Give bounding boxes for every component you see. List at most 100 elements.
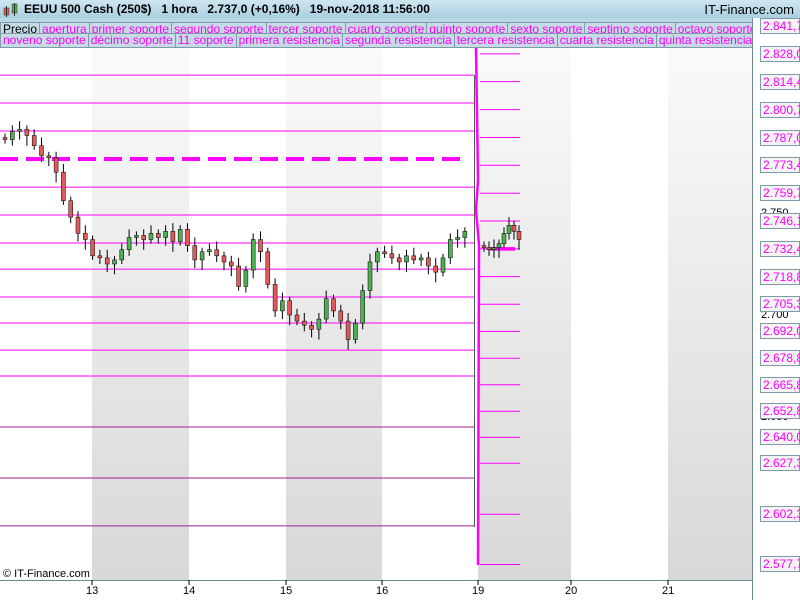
candle-body	[17, 129, 22, 132]
level-price-label: 2.640,0	[760, 429, 800, 446]
candle-body	[491, 247, 497, 250]
legend-item[interactable]: noveno soporte	[0, 33, 89, 48]
level-price-label: 2.705,3	[760, 296, 800, 313]
legend-item[interactable]: 11 soporte	[174, 33, 237, 48]
candle-body	[156, 233, 161, 238]
candle-body	[119, 249, 125, 261]
candle-body	[272, 284, 278, 312]
level-price-label: 2.577,7	[760, 556, 800, 573]
candle-body	[294, 314, 300, 322]
legend-item[interactable]: Precio	[0, 22, 41, 33]
candle-body	[316, 318, 322, 330]
legend-item[interactable]: septimo soporte	[584, 22, 676, 33]
candle-body	[10, 131, 15, 140]
candle-body	[68, 200, 73, 218]
candle-body	[97, 255, 103, 259]
candle-body	[353, 322, 358, 340]
candle-body	[338, 310, 344, 322]
candle-body	[134, 235, 139, 238]
candle-body	[148, 233, 154, 240]
legend-item[interactable]: segundo soporte	[171, 22, 267, 33]
legend-item[interactable]: octavo soporte	[674, 22, 752, 33]
candle-body	[170, 231, 176, 242]
candle-body	[2, 137, 8, 140]
level-price-label: 2.841,7	[760, 17, 800, 34]
legend-item[interactable]: décimo soporte	[87, 33, 176, 48]
candle-body	[448, 239, 453, 259]
level-price-label: 2.814,4	[760, 73, 800, 90]
candle-body	[258, 239, 263, 253]
legend-item[interactable]: tercera resistencia	[453, 33, 558, 48]
x-tick-label: 20	[565, 585, 578, 597]
legend-row-1: Precio apertura primer soporte segundo sopo…	[0, 18, 752, 33]
candle-body	[236, 265, 241, 287]
candle-body	[90, 239, 95, 257]
candle-body	[53, 157, 59, 173]
candle-body	[501, 233, 507, 244]
legend-item[interactable]: sexto soporte	[507, 22, 586, 33]
candle-body	[404, 255, 409, 263]
legend-item[interactable]: tercer soporte	[265, 22, 346, 33]
x-tick-label: 16	[376, 585, 389, 597]
legend-item[interactable]: apertura	[39, 22, 90, 33]
candle-body	[221, 255, 227, 263]
legend-item[interactable]: quinta resistencia	[655, 33, 752, 48]
candle-body	[24, 129, 30, 136]
candle-body	[61, 171, 66, 202]
level-price-label: 2.746,1	[760, 212, 800, 229]
legend-item[interactable]: cuarto soporte	[344, 22, 428, 33]
candle-body	[486, 247, 492, 250]
level-price-label: 2.602,3	[760, 506, 800, 523]
level-price-label: 2.800,7	[760, 101, 800, 118]
level-price-label: 2.787,0	[760, 129, 800, 146]
level-price-label: 2.718,8	[760, 268, 800, 285]
level-price-label: 2.678,8	[760, 350, 800, 367]
level-price-label: 2.652,8	[760, 403, 800, 420]
x-tick-label: 14	[183, 585, 196, 597]
transition-line	[474, 47, 481, 566]
candle-body	[46, 155, 52, 159]
candle-body	[411, 255, 417, 261]
legend-row-2: noveno soporte décimo soporte 11 soporte pr…	[0, 33, 752, 48]
legend-item[interactable]: cuarta resistencia	[556, 33, 657, 48]
x-tick-label: 19	[472, 585, 485, 597]
level-price-label: 2.773,4	[760, 157, 800, 174]
candle-body	[31, 135, 37, 146]
session-band	[92, 48, 189, 580]
candle-body	[280, 300, 285, 312]
candle-body	[389, 253, 395, 259]
candle-body	[192, 245, 198, 261]
candle-body	[112, 259, 117, 265]
candle-body	[309, 324, 314, 330]
candle-body	[506, 224, 512, 234]
legend-item[interactable]: primera resistencia	[235, 33, 343, 48]
candle-body	[207, 249, 212, 253]
candle-body	[511, 224, 517, 232]
candle-body	[516, 231, 522, 240]
candle-body	[199, 251, 205, 261]
level-price-label: 2.692,0	[760, 323, 800, 340]
candle-body	[287, 300, 292, 316]
candle-body	[455, 237, 460, 240]
legend-item[interactable]: quinto soporte	[426, 22, 509, 33]
candle-body	[345, 320, 351, 340]
legend-item[interactable]: segunda resistencia	[341, 33, 455, 48]
candle-body	[104, 257, 110, 265]
x-tick-label: 15	[280, 585, 293, 597]
candle-body	[382, 251, 387, 255]
candle-body	[360, 290, 365, 324]
level-price-label: 2.759,7	[760, 185, 800, 202]
candle-body	[323, 298, 329, 320]
candle-body	[462, 231, 468, 238]
candle-body	[214, 249, 219, 257]
candle-body	[418, 257, 424, 261]
candle-body	[433, 265, 438, 273]
legend-item[interactable]: primer soporte	[88, 22, 173, 33]
x-tick-label: 21	[662, 585, 675, 597]
candle-body	[481, 245, 487, 248]
session-band	[478, 48, 571, 580]
candle-body	[229, 261, 234, 267]
candle-body	[83, 233, 88, 240]
chart-header: EEUU 500 Cash (250$) 1 hora 2.737,0 (+0,…	[0, 0, 800, 18]
